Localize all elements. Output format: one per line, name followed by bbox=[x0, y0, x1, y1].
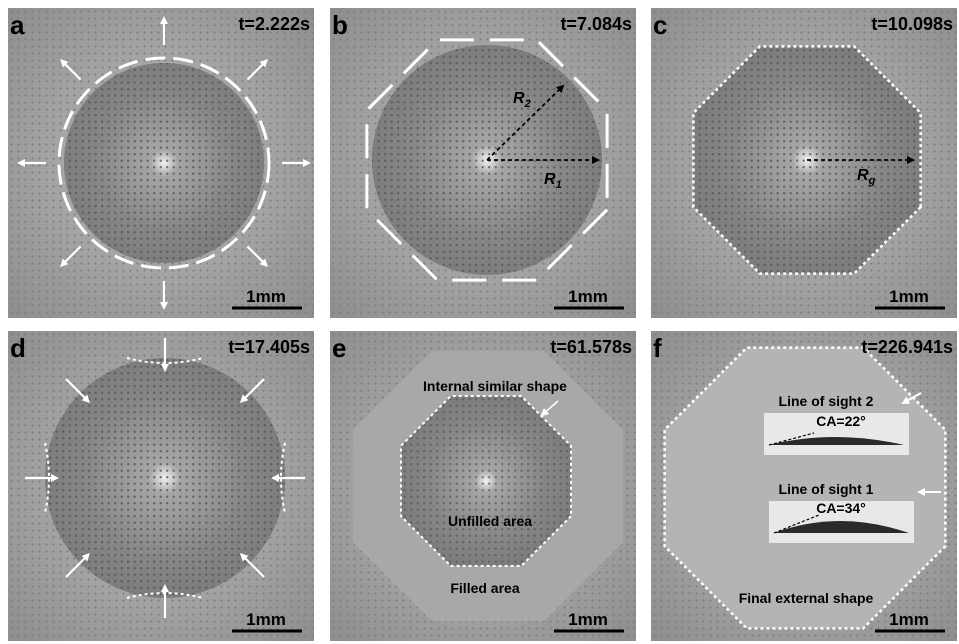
annotation: Line of sight 2 bbox=[779, 393, 874, 409]
panel-label: b bbox=[332, 10, 348, 40]
radius-sub: g bbox=[868, 175, 876, 187]
annotation: Unfilled area bbox=[448, 513, 532, 529]
scale-label: 1mm bbox=[568, 610, 608, 629]
radius-base: R bbox=[857, 167, 869, 184]
panel-label: f bbox=[653, 333, 662, 363]
annotation: Line of sight 1 bbox=[779, 481, 874, 497]
annotation: CA=22° bbox=[816, 413, 866, 429]
panel: Line of sight 2 CA=22° Line of sight 1 CA=3… bbox=[651, 331, 957, 641]
panel-label: a bbox=[10, 10, 25, 40]
timestamp: t=17.405s bbox=[228, 337, 310, 357]
scale-label: 1mm bbox=[889, 610, 929, 629]
radius-sub: 2 bbox=[524, 98, 531, 110]
radius-base: R bbox=[544, 171, 556, 188]
panel: a t=2.222s 1mm bbox=[8, 8, 314, 318]
radius-sub: 1 bbox=[556, 179, 562, 191]
annotation: CA=34° bbox=[816, 500, 866, 516]
panel: Rg c t=10.098s 1mm bbox=[651, 8, 957, 318]
annotation: Final external shape bbox=[739, 590, 874, 606]
figure: at=2.222s1mmR2R1bt=7.084s1mmRgct=10.098s… bbox=[0, 0, 959, 644]
panel-label: e bbox=[332, 333, 346, 363]
timestamp: t=10.098s bbox=[871, 14, 953, 34]
timestamp: t=226.941s bbox=[861, 337, 953, 357]
timestamp: t=7.084s bbox=[560, 14, 632, 34]
scale-label: 1mm bbox=[246, 610, 286, 629]
timestamp: t=2.222s bbox=[238, 14, 310, 34]
scale-label: 1mm bbox=[568, 287, 608, 306]
panel: Internal similar shape Unfilled area Fille… bbox=[330, 331, 636, 641]
radius-base: R bbox=[513, 90, 525, 107]
panel: d t=17.405s 1mm bbox=[8, 331, 314, 641]
timestamp: t=61.578s bbox=[550, 337, 632, 357]
droplet-grid bbox=[64, 63, 264, 263]
scale-label: 1mm bbox=[246, 287, 286, 306]
annotation: Filled area bbox=[450, 580, 519, 596]
panel-label: c bbox=[653, 10, 667, 40]
annotation: Internal similar shape bbox=[423, 378, 567, 394]
panel-label: d bbox=[10, 333, 26, 363]
scale-label: 1mm bbox=[889, 287, 929, 306]
